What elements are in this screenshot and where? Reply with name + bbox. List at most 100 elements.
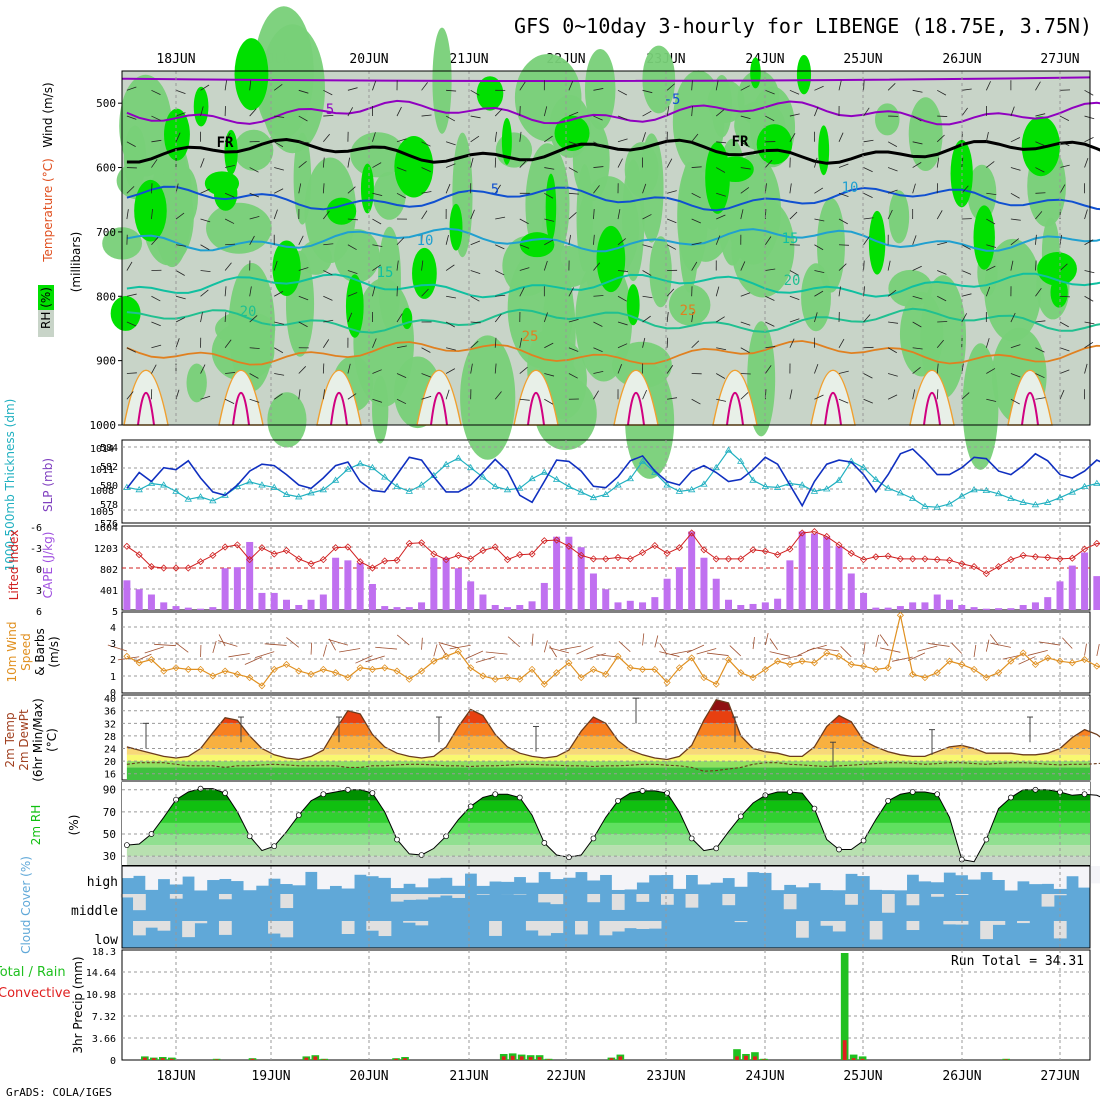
cape-bar xyxy=(749,603,757,610)
wind10m-panel: 4 3 2 1 0 10m Wind Speed & Barbs (m/s) xyxy=(5,611,1100,699)
li-point xyxy=(282,546,291,555)
wind-barb xyxy=(912,321,922,328)
wind-barb xyxy=(323,89,333,96)
rh-saturated-region xyxy=(1050,277,1068,308)
cloud-clear-bar xyxy=(501,866,515,882)
wind-barb xyxy=(666,158,673,168)
wind-barb xyxy=(1059,347,1070,352)
wind-speed-point xyxy=(847,660,855,669)
day-label-bottom: 23JUN xyxy=(646,1069,685,1084)
cloud-clear-bar xyxy=(943,921,957,925)
wind-barb xyxy=(985,131,989,142)
wind-barb xyxy=(421,288,429,297)
y-tick-label: 800 xyxy=(96,290,116,303)
wind-barb xyxy=(617,115,628,121)
wind-barb xyxy=(937,115,948,117)
li-point xyxy=(344,543,352,551)
cape-bar xyxy=(504,607,511,610)
cloud-clear-bar xyxy=(845,894,858,905)
rh-moist-region xyxy=(747,321,776,437)
wind-barb xyxy=(667,397,678,400)
wind-barb xyxy=(912,347,923,350)
wind-barb-10m xyxy=(1018,656,1036,665)
thickness-axis-title: 1000-500mb Thickness (dm) xyxy=(3,399,17,572)
li-point xyxy=(958,560,966,568)
cloud-clear-bar xyxy=(808,866,822,884)
rh-saturated-region xyxy=(818,125,830,176)
wind-barb-10m xyxy=(355,655,373,664)
wind-barb xyxy=(445,141,456,146)
rh-point xyxy=(983,836,990,843)
wind-barb xyxy=(617,343,628,349)
rh-saturated-region xyxy=(193,86,209,127)
cape-bar xyxy=(995,608,1003,610)
precip-conv-bar xyxy=(528,1056,533,1060)
thickness-point xyxy=(933,503,941,510)
wind-speed-point xyxy=(147,655,156,664)
wind-barb xyxy=(151,115,161,121)
cloud-clear-bar xyxy=(722,894,736,906)
thickness-point xyxy=(614,481,622,488)
wind-barb xyxy=(470,363,473,374)
wind-barb xyxy=(1010,137,1021,143)
wind-barb-10m xyxy=(310,642,313,655)
wind-barb-10m xyxy=(659,643,668,655)
wind-barb-10m xyxy=(806,644,827,651)
wind-barb xyxy=(863,167,873,173)
wind-barb xyxy=(887,394,898,400)
wind-barb xyxy=(1084,239,1094,246)
rh-saturated-region xyxy=(596,225,626,293)
wind-barb xyxy=(1035,397,1046,400)
wind-barb xyxy=(937,270,947,275)
axis-title-line: (m/s) xyxy=(47,636,61,667)
y-tick-label: 90 xyxy=(103,784,116,797)
thickness-point xyxy=(503,486,512,493)
wind-barb xyxy=(765,236,772,246)
cloud-clear-bar xyxy=(722,866,736,879)
wind-speed-point xyxy=(724,655,733,664)
wind-barb xyxy=(1035,347,1045,353)
wind-speed-point xyxy=(565,659,573,667)
rh-saturated-region xyxy=(476,76,504,111)
rh-moist-region xyxy=(649,236,672,308)
wind-barb-10m xyxy=(264,643,287,646)
li-point xyxy=(761,547,769,555)
rh-point xyxy=(566,854,572,861)
wind-barb-10m xyxy=(586,653,606,660)
rh-saturated-region xyxy=(449,203,463,251)
cape-bar xyxy=(933,594,941,610)
wind-barb xyxy=(151,237,159,246)
cloud-panel: high middle low Cloud Cover (%) xyxy=(19,856,1100,954)
cloud-clear-bar xyxy=(145,866,159,890)
wind-barb xyxy=(961,107,968,117)
thickness-point xyxy=(258,481,266,488)
wind-barb xyxy=(814,244,824,251)
li-point xyxy=(737,555,745,563)
y-tick-label: 32 xyxy=(104,719,116,730)
rh-point xyxy=(836,846,842,853)
wind-barb xyxy=(323,295,333,301)
rh-point xyxy=(418,852,425,858)
wind-barb-10m xyxy=(549,645,557,658)
wind-barb xyxy=(667,190,677,194)
slp-axis-title: SLP (mb) xyxy=(41,458,55,512)
wind-barb xyxy=(912,115,922,122)
wind-barb xyxy=(495,244,505,250)
cape-bar xyxy=(602,589,610,610)
cloud-clear-bar xyxy=(869,866,883,890)
wind-barb xyxy=(715,235,721,245)
wind-barb xyxy=(249,235,255,245)
li-point xyxy=(614,553,622,562)
thickness-point xyxy=(442,460,450,467)
wind-barb-10m xyxy=(421,637,423,650)
wind-barb xyxy=(298,141,309,144)
rh-point xyxy=(1081,791,1088,798)
precip-panel: 18.3 14.64 10.98 7.32 3.66 0 Run Total = 34.31… xyxy=(0,947,1091,1067)
li-tick-label: 6 xyxy=(36,607,42,618)
cloud-clear-bar xyxy=(980,921,993,940)
wind-speed-point xyxy=(982,674,990,682)
rh-point xyxy=(124,842,130,848)
wind-barb xyxy=(936,157,940,168)
wind-barb xyxy=(519,267,530,271)
wind-barb xyxy=(249,80,252,91)
